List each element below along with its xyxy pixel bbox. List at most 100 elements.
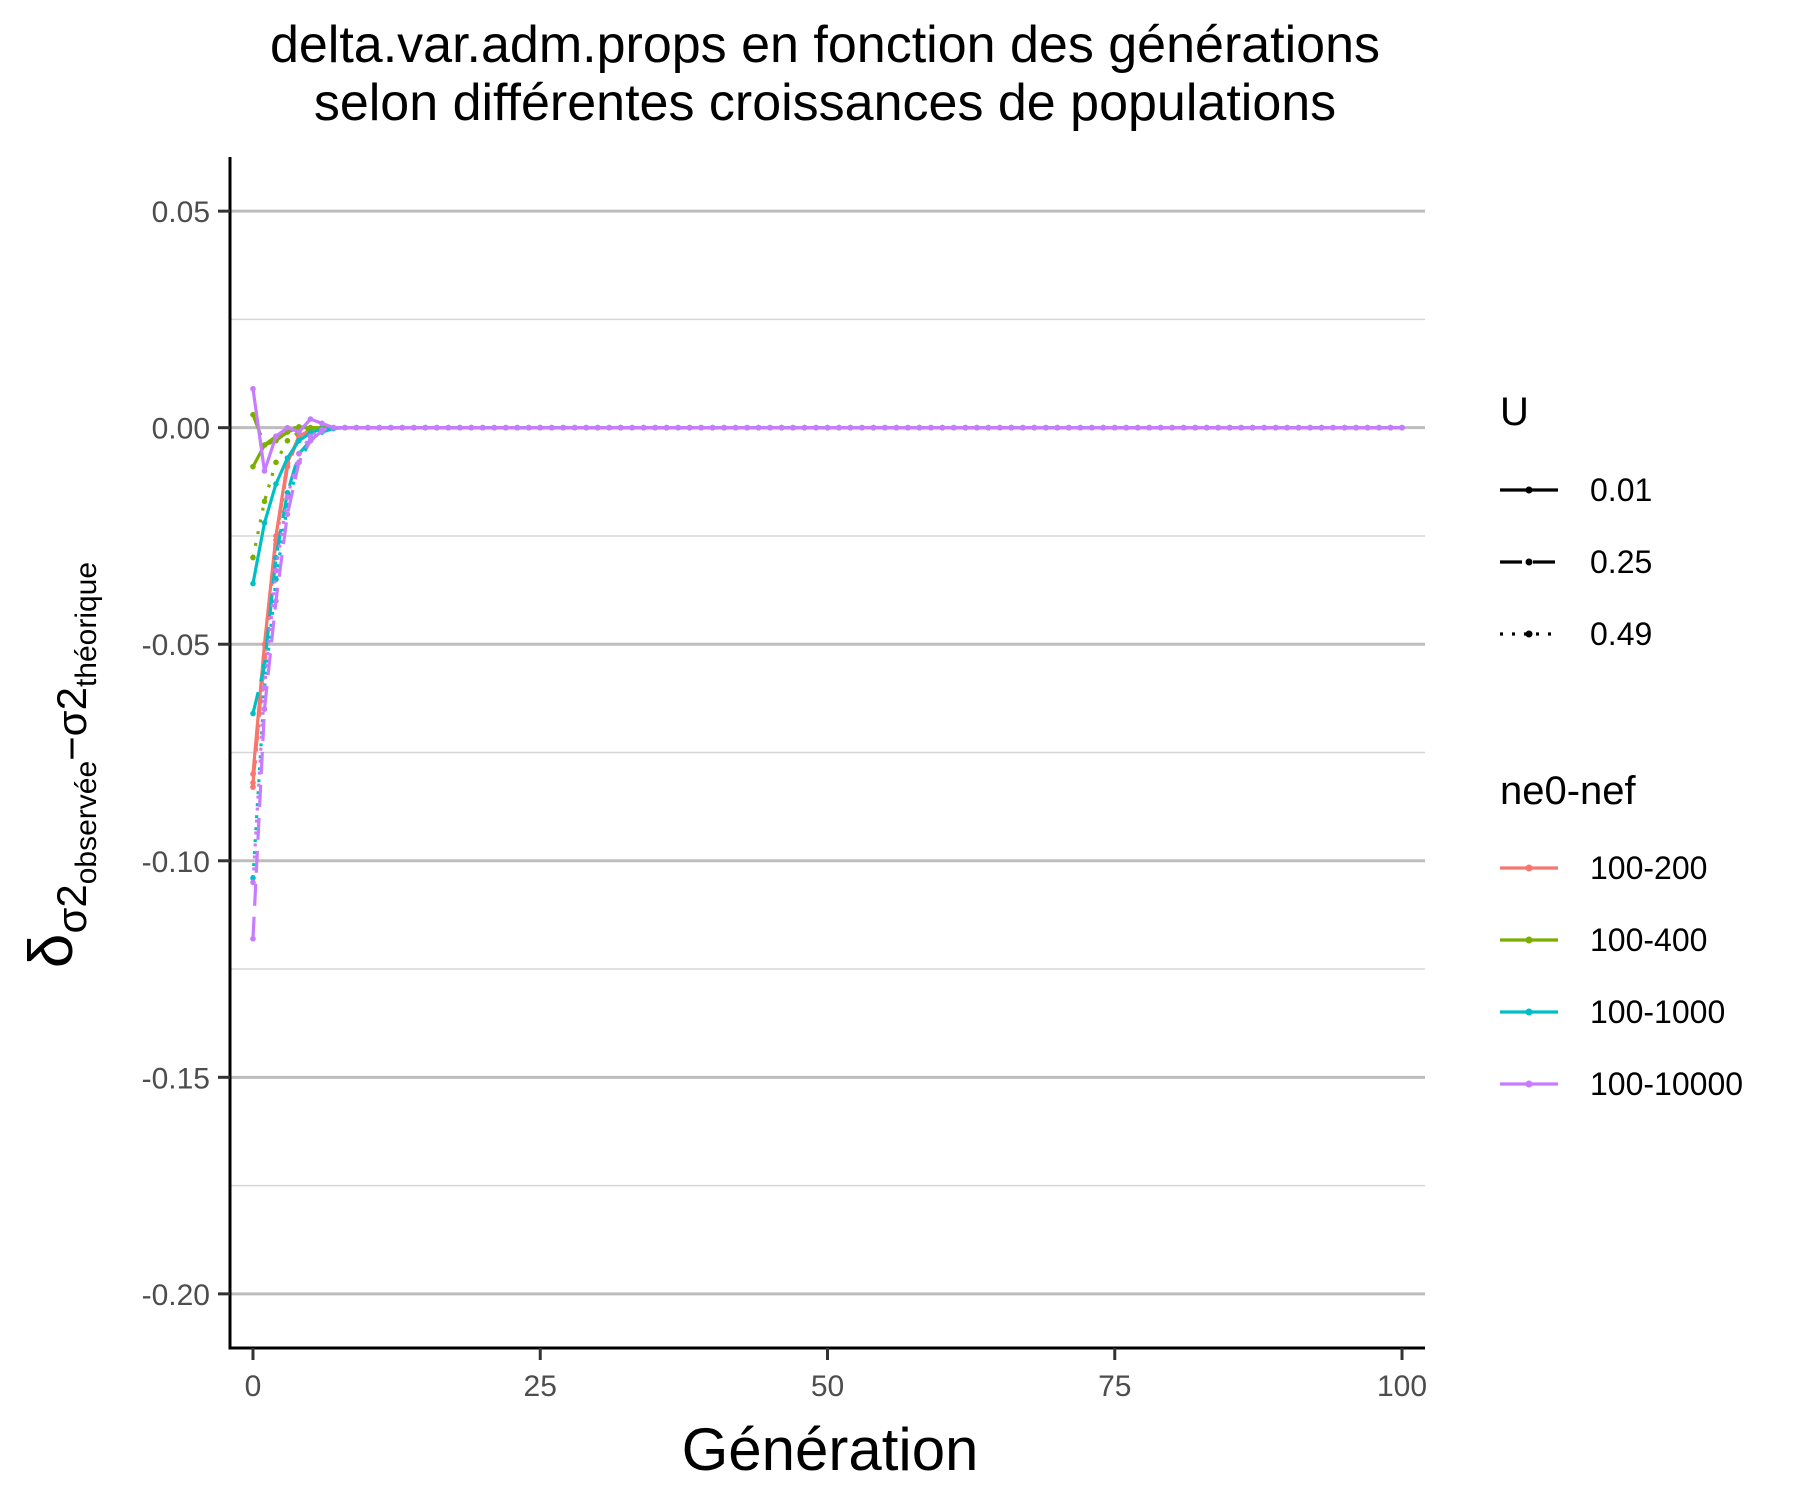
x-tick-label-3: 75	[1098, 1370, 1131, 1403]
data-point-100-10000-u0.01-g2	[273, 433, 279, 440]
data-point-100-10000-u0.49-g47	[790, 424, 796, 431]
data-point-100-200-u0.25-g1	[261, 654, 268, 661]
legend-label-u-0.25: 0.25	[1590, 544, 1652, 580]
data-point-100-10000-u0.49-g61	[951, 424, 957, 431]
y-axis-title-main: δ	[17, 934, 86, 969]
data-point-100-10000-u0.49-g31	[606, 424, 612, 431]
x-tick-label-0: 0	[245, 1370, 262, 1403]
data-point-100-10000-u0.49-g2	[273, 567, 279, 574]
series-layer	[250, 385, 1405, 942]
data-point-100-10000-u0.49-g29	[583, 424, 590, 431]
data-point-100-200-u0.49-g0	[250, 784, 256, 790]
data-point-100-10000-u0.49-g85	[1226, 424, 1233, 431]
series-line-100-200-u0.01	[251, 426, 1403, 775]
data-point-100-10000-u0.49-g66	[1008, 424, 1015, 431]
x-axis-title: Génération	[682, 1416, 979, 1483]
data-point-100-400-u0.25-g1	[261, 442, 268, 448]
y-axis-title-sub1: σ2	[48, 884, 95, 933]
data-point-100-10000-u0.49-g52	[847, 424, 854, 431]
y-tick-label-2: -0.05	[142, 629, 210, 662]
series-line-100-200-u0.49	[251, 426, 1403, 788]
data-point-100-1000-u0.01-g3	[284, 455, 291, 461]
axes-layer: 0.05 0.00 -0.05 -0.10 -0.15 -0.20 0 25 50 75 100	[142, 157, 1427, 1403]
data-point-100-10000-u0.49-g83	[1203, 424, 1210, 431]
x-tick-label-2: 50	[811, 1370, 844, 1403]
data-point-100-400-u0.01-g0	[250, 463, 256, 470]
data-point-100-10000-u0.49-g12	[388, 424, 394, 431]
data-point-100-10000-u0.49-g80	[1169, 424, 1176, 431]
data-point-100-10000-u0.49-g65	[997, 424, 1003, 431]
data-point-100-10000-u0.49-g92	[1307, 424, 1313, 431]
x-tick-label-4: 100	[1377, 1370, 1427, 1403]
data-point-100-1000-u0.25-g0	[250, 710, 256, 717]
data-point-100-10000-u0.49-g15	[422, 424, 429, 431]
data-point-100-10000-u0.25-g2	[273, 598, 279, 604]
data-point-100-10000-u0.49-g42	[732, 424, 739, 431]
data-point-100-10000-u0.01-g4	[296, 429, 302, 435]
data-point-100-10000-u0.49-g54	[870, 424, 877, 431]
data-point-100-10000-u0.49-g82	[1192, 424, 1198, 431]
y-axis-title-sub2-sub: théorique	[70, 562, 103, 687]
chart-title-line-1: delta.var.adm.props en fonction des géné…	[270, 16, 1380, 74]
legend-label-100-1000: 100-1000	[1590, 994, 1725, 1030]
data-point-100-10000-u0.49-g32	[617, 424, 624, 431]
data-point-100-400-u0.49-g0	[250, 554, 256, 561]
legend-key-point-u-0.25	[1525, 558, 1533, 566]
data-point-100-10000-u0.01-g3	[284, 424, 291, 431]
data-point-100-10000-u0.49-g81	[1180, 424, 1187, 431]
data-point-100-10000-u0.49-g40	[709, 424, 716, 431]
grid-layer	[230, 209, 1425, 1296]
data-point-100-10000-u0.49-g19	[468, 424, 475, 431]
data-point-100-10000-u0.25-g3	[284, 511, 291, 518]
data-point-100-10000-u0.49-g57	[905, 424, 911, 431]
data-point-100-400-u0.25-g0	[250, 411, 256, 418]
legend-title-u: U	[1500, 390, 1529, 434]
data-point-100-10000-u0.49-g34	[640, 424, 647, 431]
data-point-100-10000-u0.49-g7	[330, 424, 337, 431]
data-point-100-400-u0.49-g2	[273, 459, 279, 466]
data-point-100-10000-u0.49-g30	[594, 424, 601, 431]
data-point-100-10000-u0.49-g5	[307, 433, 314, 440]
data-point-100-10000-u0.49-g50	[824, 424, 831, 431]
legend-label-100-10000: 100-10000	[1590, 1066, 1743, 1102]
data-point-100-10000-u0.01-g6	[319, 420, 325, 427]
data-point-100-10000-u0.49-g4	[296, 450, 302, 457]
data-point-100-10000-u0.01-g5	[307, 416, 314, 422]
data-point-100-10000-u0.49-g9	[353, 424, 360, 431]
data-point-100-10000-u0.49-g6	[319, 427, 325, 433]
data-point-100-10000-u0.49-g35	[652, 424, 658, 431]
data-point-100-10000-u0.49-g78	[1146, 424, 1153, 431]
data-point-100-10000-u0.49-g27	[560, 424, 567, 431]
data-point-100-400-u0.49-g5	[307, 425, 314, 432]
legend-key-point-100-400	[1525, 936, 1533, 944]
data-point-100-10000-u0.49-g98	[1376, 424, 1382, 431]
data-point-100-10000-u0.01-g0	[250, 385, 256, 392]
data-point-100-10000-u0.49-g16	[434, 424, 440, 431]
data-point-100-10000-u0.49-g43	[744, 424, 750, 431]
data-point-100-10000-u0.49-g76	[1123, 424, 1130, 431]
data-point-100-10000-u0.49-g17	[445, 424, 452, 431]
series-line-100-1000-u0.25	[251, 426, 1403, 714]
data-point-100-10000-u0.49-g37	[675, 424, 681, 431]
y-tick-label-4: -0.15	[142, 1062, 210, 1095]
data-point-100-10000-u0.49-g20	[479, 424, 486, 431]
data-point-100-200-u0.25-g0	[250, 780, 256, 786]
data-point-100-10000-u0.25-g1	[261, 706, 268, 712]
data-point-100-10000-u0.49-g64	[985, 424, 992, 431]
data-point-100-400-u0.49-g1	[261, 498, 268, 505]
data-point-100-10000-u0.25-g0	[250, 935, 256, 942]
data-point-100-10000-u0.49-g38	[686, 424, 693, 431]
data-point-100-10000-u0.49-g100	[1399, 424, 1405, 431]
data-point-100-10000-u0.49-g33	[629, 424, 635, 431]
legend-key-point-100-10000	[1525, 1080, 1533, 1088]
y-axis-title-sub1-sub: observée	[70, 761, 103, 884]
data-point-100-10000-u0.49-g23	[514, 424, 521, 431]
data-point-100-10000-u0.49-g10	[365, 424, 371, 431]
data-point-100-10000-u0.49-g77	[1134, 424, 1141, 431]
legend-key-point-100-200	[1525, 864, 1533, 872]
data-point-100-10000-u0.49-g22	[502, 424, 509, 431]
y-axis-title-minus: −	[48, 736, 95, 761]
data-point-100-10000-u0.49-g58	[916, 424, 923, 431]
data-point-100-10000-u0.49-g41	[721, 424, 727, 431]
